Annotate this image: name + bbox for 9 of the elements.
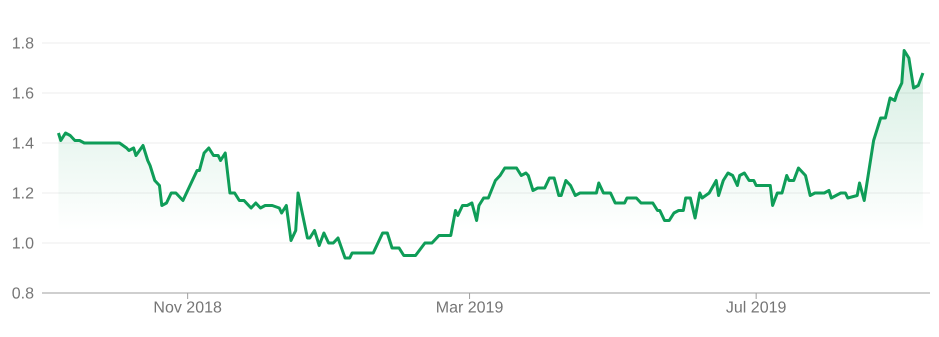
y-tick-label: 1.2 (12, 186, 34, 203)
x-tick-label: Nov 2018 (153, 299, 222, 316)
y-tick-label: 1.6 (12, 86, 34, 103)
x-tick-label: Jul 2019 (726, 299, 787, 316)
x-tick-label: Mar 2019 (436, 299, 504, 316)
y-tick-label: 0.8 (12, 286, 34, 303)
y-tick-label: 1.0 (12, 236, 34, 253)
y-tick-label: 1.8 (12, 36, 34, 53)
y-tick-label: 1.4 (12, 136, 34, 153)
